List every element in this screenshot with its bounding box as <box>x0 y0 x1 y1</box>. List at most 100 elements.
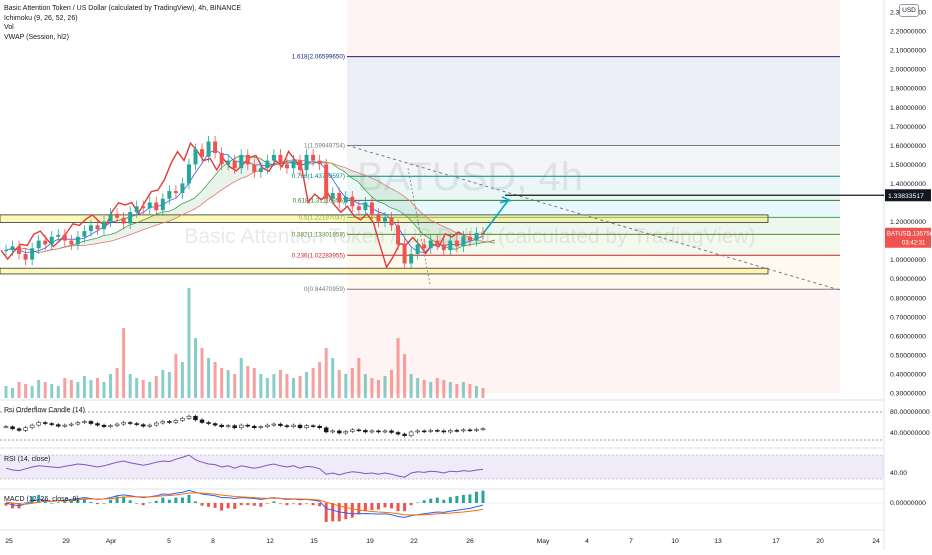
rsi-orderflow-candle <box>212 423 218 426</box>
rsi-orderflow-candle <box>480 428 486 431</box>
rsi-orderflow-candle <box>402 433 407 436</box>
time-tick: 4 <box>585 538 589 545</box>
rsi-orderflow-candle <box>3 426 9 428</box>
watermark-ticker: BATUSD, 4h <box>357 155 583 199</box>
rsi-orderflow-candle <box>363 430 368 433</box>
volume-bar <box>95 378 99 398</box>
macd-histogram-bar <box>305 503 309 504</box>
candle-body <box>49 236 54 245</box>
candle-body <box>428 240 433 249</box>
volume-bar <box>30 386 34 398</box>
volume-bar <box>174 354 178 398</box>
trend-line <box>346 144 841 291</box>
rsi-label[interactable]: RSI (14, close) <box>4 456 51 463</box>
rsi-orderflow-candle <box>415 430 420 433</box>
time-tick: 24 <box>872 538 880 545</box>
macd-histogram-bar <box>82 498 86 503</box>
ichimoku-span-b <box>17 159 496 253</box>
price-tick: 1.20000000 <box>890 219 926 226</box>
fib-level-label: 0(0.84470959) <box>304 286 345 293</box>
macd-histogram-bar <box>174 497 178 503</box>
macd-histogram-bar <box>468 494 472 503</box>
volume-bar <box>344 374 348 398</box>
macd-histogram-bar <box>357 503 361 515</box>
rsi-orderflow-candle <box>23 427 28 431</box>
volume-bar <box>481 388 485 398</box>
candle-body <box>167 191 172 199</box>
candle-body <box>454 240 459 247</box>
candle-body <box>363 202 368 211</box>
currency-badge[interactable]: USD <box>899 4 919 17</box>
volume-bar <box>82 376 86 398</box>
fib-level-label: 0.382(1.13301859) <box>292 231 345 238</box>
candle-body <box>186 164 191 184</box>
volume-bar <box>474 386 478 398</box>
candle-body <box>284 164 289 169</box>
candle-body <box>121 217 126 224</box>
macd-histogram-bar <box>239 503 243 506</box>
rsi-orderflow-candle <box>121 422 126 425</box>
rsi-line <box>5 454 484 478</box>
price-tick: 0.90000000 <box>890 276 926 283</box>
time-tick: 26 <box>466 538 474 545</box>
rsi-orderflow-candle <box>323 427 329 433</box>
rsi-orderflow-candle <box>461 429 466 432</box>
macd-histogram-bar <box>24 502 28 504</box>
volume-bar <box>193 338 197 398</box>
fib-level-label: 1(1.59949754) <box>304 142 345 149</box>
volume-bar <box>220 368 224 398</box>
time-tick: 12 <box>266 538 274 545</box>
macd-histogram-bar <box>246 503 250 506</box>
candle-body <box>173 191 178 193</box>
macd-histogram-bar <box>298 503 302 506</box>
rsi-orderflow-candle <box>271 423 277 426</box>
rsi-orderflow-candle <box>75 422 81 425</box>
volume-bar <box>122 328 126 398</box>
fib-zone <box>347 145 840 177</box>
macd-histogram-bar <box>95 503 99 505</box>
volume-bar <box>109 374 113 398</box>
macd-label[interactable]: MACD (12, 26, close, 9) <box>4 496 79 503</box>
rsi-orderflow-candle <box>154 422 159 426</box>
volume-bar <box>468 384 472 398</box>
volume-bar <box>455 384 459 398</box>
volume-bar <box>50 384 54 398</box>
rsi-orderflow-candle <box>297 424 303 428</box>
rsi-tick: 40.00 <box>890 470 907 477</box>
volume-bar <box>376 380 380 398</box>
candle-body <box>343 196 348 203</box>
volume-bar <box>461 382 465 398</box>
indicator-volume-label[interactable]: Vol <box>4 24 14 31</box>
last-price-value: 1.13575610 <box>908 232 932 238</box>
candle-body <box>213 141 218 153</box>
candle-body <box>396 225 401 245</box>
countdown-timer: 03:42:31 <box>902 241 926 247</box>
macd-histogram-bar <box>200 503 204 506</box>
fib-zone <box>347 289 840 393</box>
rsi-orderflow-candle <box>42 422 48 424</box>
volume-bar <box>43 382 47 398</box>
candle-body <box>17 246 22 254</box>
rsi-orderflow-label[interactable]: Rsi Orderflow Candle (14) <box>4 407 85 414</box>
macd-histogram-bar <box>409 503 413 506</box>
candle-body <box>435 240 440 245</box>
volume-bar <box>370 378 374 398</box>
rsi-orderflow-candle <box>336 430 342 434</box>
candle-body <box>147 202 152 209</box>
candle-body <box>376 213 381 222</box>
candle-body <box>402 244 407 264</box>
price-tick: 1.00000000 <box>890 257 926 264</box>
volume-bar <box>383 376 387 398</box>
fib-level-label: 1.618(2.06599650) <box>292 54 345 61</box>
last-price-symbol: BATUSD <box>887 232 912 238</box>
macd-histogram-bar <box>429 498 433 503</box>
rsi-orderflow-candle <box>186 415 192 419</box>
macd-histogram-bar <box>135 503 139 504</box>
indicator-vwap-label[interactable]: VWAP (Session, hl2) <box>4 33 69 41</box>
indicator-ichimoku-label[interactable]: Ichimoku (9, 26, 52, 26) <box>4 14 78 22</box>
macd-signal-line <box>5 492 484 516</box>
volume-bar <box>265 378 269 398</box>
candle-body <box>350 196 355 207</box>
